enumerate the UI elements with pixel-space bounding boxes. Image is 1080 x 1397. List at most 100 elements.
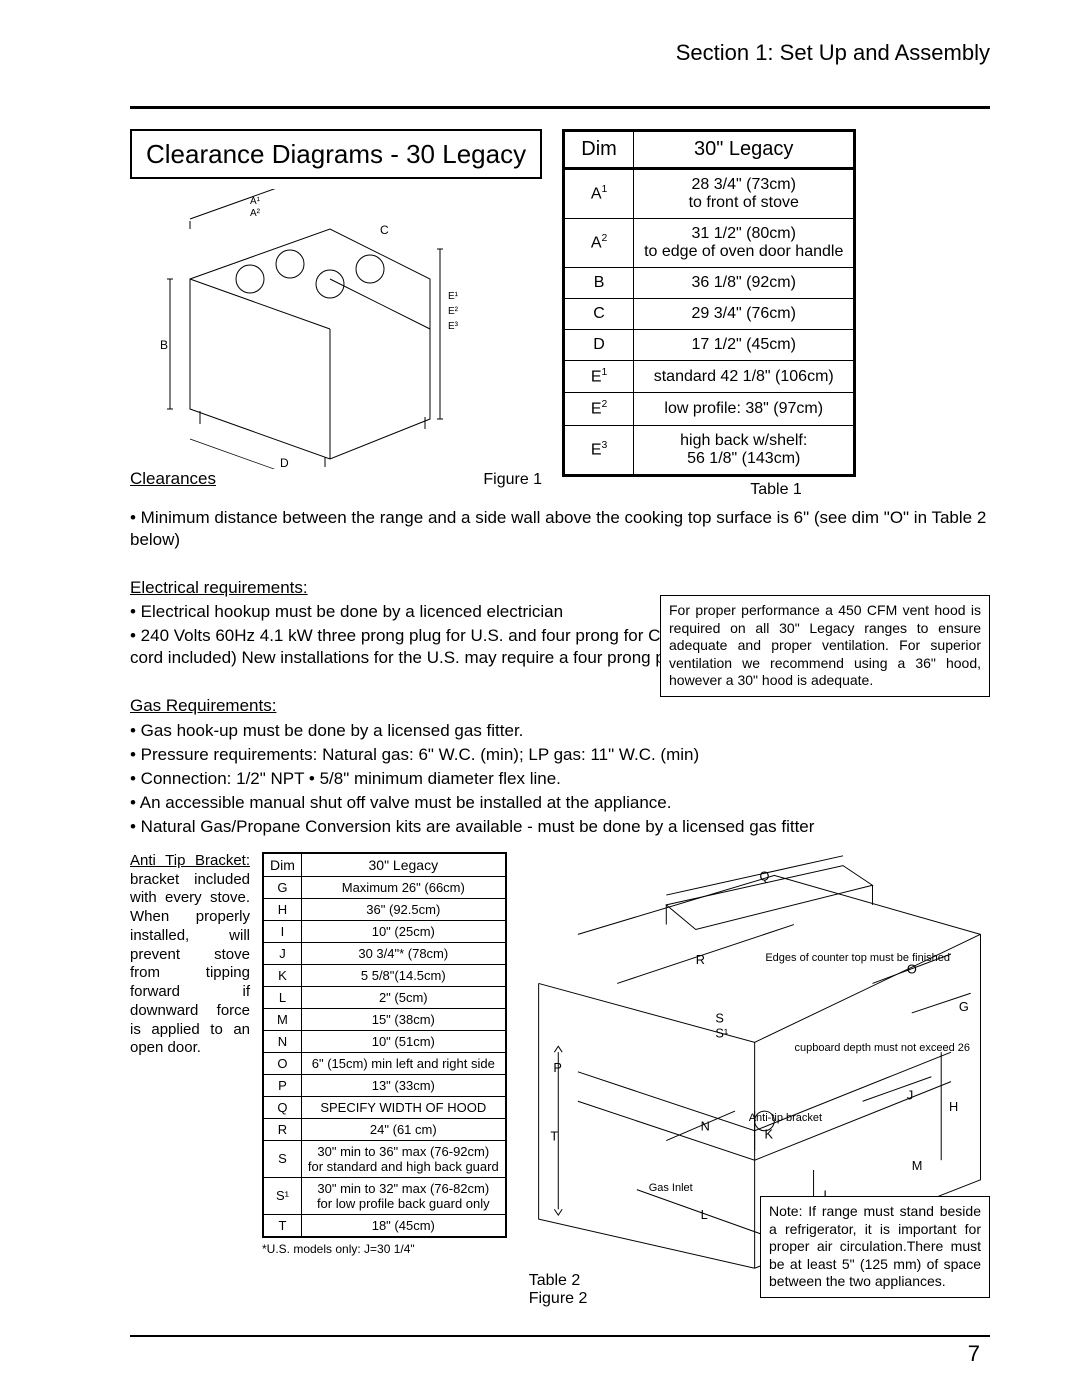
svg-text:E¹: E¹ <box>448 291 459 302</box>
table2-dim: L <box>263 986 301 1008</box>
table1-val: low profile: 38" (97cm) <box>634 393 855 425</box>
label-cupboard: cupboard depth must not exceed 26 <box>794 1042 970 1054</box>
refrigerator-note: Note: If range must stand beside a refri… <box>760 1196 990 1298</box>
svg-text:K: K <box>764 1127 773 1142</box>
table2-val: SPECIFY WIDTH OF HOOD <box>301 1096 505 1118</box>
table2-val: 18" (45cm) <box>301 1214 505 1237</box>
table1-dim: E1 <box>564 361 634 393</box>
table2-val: 24" (61 cm) <box>301 1118 505 1140</box>
table2-val: 2" (5cm) <box>301 986 505 1008</box>
top-rule <box>130 106 990 109</box>
gas-b4: • An accessible manual shut off valve mu… <box>130 792 990 814</box>
svg-text:H: H <box>949 1099 958 1114</box>
table1-val: 28 3/4" (73cm) to front of stove <box>634 169 855 219</box>
table2-val: 30" min to 32" max (76-82cm) for low pro… <box>301 1177 505 1214</box>
bottom-rule <box>130 1335 990 1337</box>
svg-text:E²: E² <box>448 306 459 317</box>
table2-head-model: 30" Legacy <box>301 853 505 877</box>
table2-val: 13" (33cm) <box>301 1074 505 1096</box>
table2-dim: M <box>263 1008 301 1030</box>
page-title: Clearance Diagrams - 30 Legacy <box>130 129 542 179</box>
svg-text:R: R <box>695 952 704 967</box>
table1-val: high back w/shelf: 56 1/8" (143cm) <box>634 425 855 475</box>
table1-dim: D <box>564 330 634 361</box>
table1-val: 17 1/2" (45cm) <box>634 330 855 361</box>
table2-caption: Table 2 <box>529 1272 581 1290</box>
svg-text:S: S <box>715 1011 724 1026</box>
figure1-caption: Figure 1 <box>483 471 542 489</box>
section-heading: Section 1: Set Up and Assembly <box>130 40 990 66</box>
table1-dim: B <box>564 268 634 299</box>
table2-val: 10" (51cm) <box>301 1030 505 1052</box>
gas-b1: • Gas hook-up must be done by a licensed… <box>130 720 990 742</box>
table2-dim: O <box>263 1052 301 1074</box>
table1-head-dim: Dim <box>564 131 634 169</box>
svg-text:L: L <box>700 1207 707 1222</box>
table1-head-model: 30" Legacy <box>634 131 855 169</box>
clearances-heading: Clearances <box>130 469 216 489</box>
table2-dim: S <box>263 1140 301 1177</box>
table2-val: 36" (92.5cm) <box>301 898 505 920</box>
table1-val: standard 42 1/8" (106cm) <box>634 361 855 393</box>
svg-text:B: B <box>160 338 168 352</box>
svg-text:T: T <box>550 1129 558 1144</box>
table2-val: 30 3/4"* (78cm) <box>301 942 505 964</box>
label-edges: Edges of counter top must be finished <box>765 952 950 964</box>
table2-dim: I <box>263 920 301 942</box>
svg-text:M: M <box>911 1158 922 1173</box>
table1-val: 36 1/8" (92cm) <box>634 268 855 299</box>
table1-dim: C <box>564 299 634 330</box>
table2-dim: P <box>263 1074 301 1096</box>
figure-1: B A¹ A² C E¹ E² E³ D <box>130 189 470 469</box>
svg-text:G: G <box>959 999 969 1014</box>
table2-note: *U.S. models only: J=30 1/4" <box>262 1242 507 1256</box>
anti-tip-text: bracket included with every stove. When … <box>130 871 250 1057</box>
svg-text:D: D <box>280 456 289 469</box>
table2-dim: R <box>263 1118 301 1140</box>
table2-dim: H <box>263 898 301 920</box>
svg-text:Q: Q <box>759 868 769 883</box>
gas-heading: Gas Requirements: <box>130 696 276 715</box>
page-number: 7 <box>968 1341 980 1367</box>
table2-dim: G <box>263 876 301 898</box>
gas-b2: • Pressure requirements: Natural gas: 6"… <box>130 744 990 766</box>
label-antitip: Anti-tip bracket <box>749 1112 822 1124</box>
table2-val: 15" (38cm) <box>301 1008 505 1030</box>
table2-val: 30" min to 36" max (76-92cm) for standar… <box>301 1140 505 1177</box>
svg-text:A²: A² <box>250 208 261 219</box>
table1-dim: E3 <box>564 425 634 475</box>
anti-tip-heading: Anti Tip Bracket: <box>130 852 250 869</box>
svg-text:E³: E³ <box>448 321 459 332</box>
table2-dim: J <box>263 942 301 964</box>
table1-dim: E2 <box>564 393 634 425</box>
electrical-heading: Electrical requirements: <box>130 578 308 597</box>
table2-dim: N <box>263 1030 301 1052</box>
gas-b3: • Connection: 1/2" NPT • 5/8" minimum di… <box>130 768 990 790</box>
table1-caption: Table 1 <box>562 481 990 499</box>
table1-dim: A1 <box>564 169 634 219</box>
table2-dim: K <box>263 964 301 986</box>
table2-dim: Q <box>263 1096 301 1118</box>
label-gasinlet: Gas Inlet <box>649 1182 693 1194</box>
svg-text:C: C <box>380 223 389 237</box>
svg-text:S¹: S¹ <box>715 1025 728 1040</box>
table1-val: 31 1/2" (80cm) to edge of oven door hand… <box>634 219 855 268</box>
table2-val: Maximum 26" (66cm) <box>301 876 505 898</box>
gas-b5: • Natural Gas/Propane Conversion kits ar… <box>130 816 990 838</box>
table-2: Dim 30" Legacy GMaximum 26" (66cm)H36" (… <box>262 852 507 1238</box>
table2-head-dim: Dim <box>263 853 301 877</box>
table1-val: 29 3/4" (76cm) <box>634 299 855 330</box>
svg-text:N: N <box>700 1119 709 1134</box>
svg-text:A¹: A¹ <box>250 196 261 207</box>
table2-val: 6" (15cm) min left and right side <box>301 1052 505 1074</box>
ventilation-note: For proper performance a 450 CFM vent ho… <box>660 595 990 697</box>
table2-val: 10" (25cm) <box>301 920 505 942</box>
table2-val: 5 5/8"(14.5cm) <box>301 964 505 986</box>
svg-text:J: J <box>907 1087 913 1102</box>
clearances-b1: • Minimum distance between the range and… <box>130 507 990 551</box>
table2-dim: T <box>263 1214 301 1237</box>
table-1: Dim 30" Legacy A128 3/4" (73cm) to front… <box>562 129 856 477</box>
svg-text:P: P <box>553 1060 562 1075</box>
table1-dim: A2 <box>564 219 634 268</box>
table2-dim: S¹ <box>263 1177 301 1214</box>
